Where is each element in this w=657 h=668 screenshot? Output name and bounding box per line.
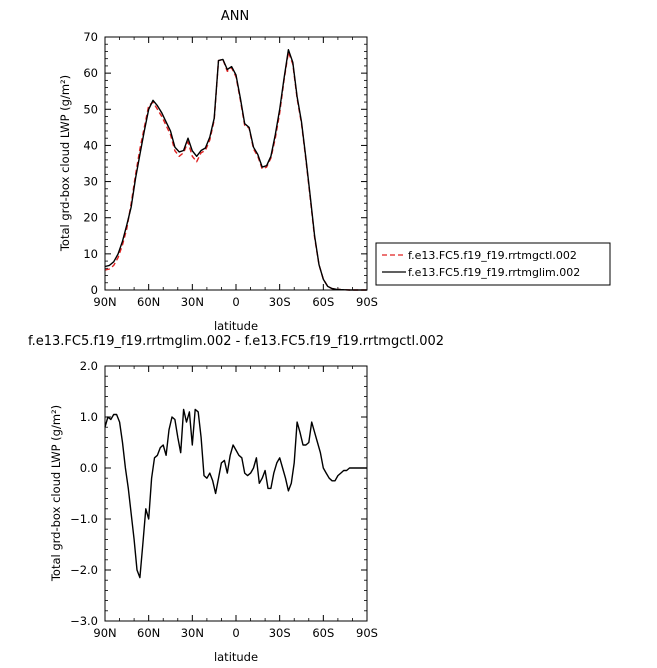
y-tick-label: 40 [83,138,98,152]
series-line-2 [104,49,367,291]
y-tick-label: −3.0 [70,614,98,628]
series-line-1 [104,51,367,291]
x-tick-label: 90N [93,626,116,640]
chart1-ticks [104,36,368,291]
chart2-y-axis-label: Total grd-box cloud LWP (g/m²) [49,405,63,582]
chart1-y-axis-label: Total grd-box cloud LWP (g/m²) [58,75,72,252]
y-tick-label: 0 [91,283,98,297]
y-tick-label: 2.0 [80,359,98,373]
legend-box [375,242,611,286]
chart1-x-tick-labels: 90N 60N 30N 0 30S 60S 90S [93,295,378,309]
y-tick-label: 10 [83,247,98,261]
x-tick-label: 60N [137,295,160,309]
y-tick-label: 20 [83,211,98,225]
chart1-y-tick-labels: 0 10 20 30 40 50 60 70 [83,30,98,297]
chart2-series-lines [104,408,367,579]
series-line-1 [104,408,367,579]
y-tick-label: 1.0 [80,410,98,424]
chart2-y-tick-labels: −3.0 −2.0 −1.0 0.0 1.0 2.0 [70,359,98,628]
y-tick-label: 70 [83,30,98,44]
x-tick-label: 30N [181,295,204,309]
chart1-title: ANN [221,9,249,24]
x-tick-label: 90S [356,295,378,309]
chart1-legend: f.e13.FC5.f19_f19.rrtmgctl.002 f.e13.FC5… [375,242,611,286]
y-tick-label: 0.0 [80,461,98,475]
y-tick-label: 60 [83,66,98,80]
chart2-x-tick-labels: 90N 60N 30N 0 30S 60S 90S [93,626,378,640]
x-tick-label: 0 [232,626,239,640]
y-tick-label: −1.0 [70,512,98,526]
chart1-x-axis-label: latitude [214,319,258,333]
x-tick-label: 30S [269,626,291,640]
y-tick-label: 30 [83,175,98,189]
chart2-x-axis-label: latitude [214,650,258,664]
y-tick-label: 50 [83,102,98,116]
chart1-plot-frame [104,36,368,291]
legend-label-lim: f.e13.FC5.f19_f19.rrtmglim.002 [408,266,580,279]
chart1-series-lines [104,49,367,291]
x-tick-label: 60S [312,295,334,309]
x-tick-label: 90N [93,295,116,309]
chart2-plot-frame [104,365,368,622]
legend-label-ctl: f.e13.FC5.f19_f19.rrtmgctl.002 [408,249,577,262]
x-tick-label: 0 [232,295,239,309]
x-tick-label: 60S [312,626,334,640]
x-tick-label: 90S [356,626,378,640]
x-tick-label: 30N [181,626,204,640]
x-tick-label: 60N [137,626,160,640]
chart2-title: f.e13.FC5.f19_f19.rrtmglim.002 - f.e13.F… [28,334,444,349]
y-tick-label: −2.0 [70,563,98,577]
chart-lwp-difference: f.e13.FC5.f19_f19.rrtmglim.002 - f.e13.F… [28,334,444,664]
x-tick-label: 30S [269,295,291,309]
chart2-ticks [104,365,368,622]
